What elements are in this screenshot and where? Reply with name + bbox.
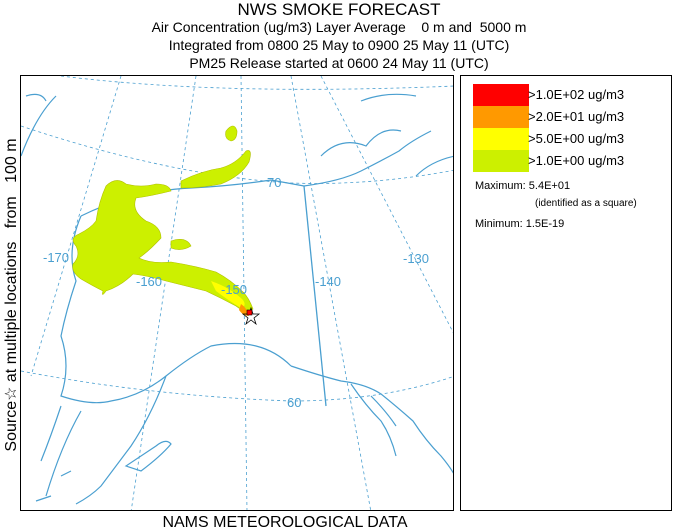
legend-item: >2.0E+01 ug/m3 [473, 106, 663, 128]
source-markers [241, 306, 261, 326]
source-side-label: Source☆ at multiple locations from 100 m [3, 138, 20, 452]
label-lon-160: -160 [136, 274, 162, 289]
footer-meteorological-data: NAMS METEOROLOGICAL DATA [162, 514, 408, 531]
meridian-160 [130, 76, 197, 510]
subtitle-integration: Integrated from 0800 25 May to 0900 25 M… [168, 37, 510, 53]
page-title: NWS SMOKE FORECAST [237, 0, 441, 19]
coastline [21, 93, 453, 505]
southeast-panhandle [350, 383, 397, 457]
legend-label: >1.0E+00 ug/m3 [528, 153, 625, 168]
legend-item: >1.0E+02 ug/m3 [473, 84, 663, 106]
source-star-icon [241, 306, 261, 326]
smoke-plume [72, 125, 254, 316]
maximum-square-icon [246, 309, 253, 316]
subtitle-release: PM25 Release started at 0600 24 May 11 (… [189, 55, 489, 71]
map-panel[interactable]: -170 -160 -150 -140 -130 70 60 [20, 75, 454, 511]
maximum-note: (identified as a square) [535, 198, 637, 209]
west-coast [60, 215, 292, 404]
legend-swatch-lime [473, 150, 529, 172]
subtitle-concentration: Air Concentration (ug/m3) Layer Average … [151, 19, 527, 35]
plume-northeast-arm [180, 150, 251, 189]
south-coast [290, 365, 453, 474]
siberia [21, 93, 57, 157]
aleutians [35, 405, 82, 502]
label-lat-60: 60 [287, 395, 301, 410]
parallel-80 [60, 76, 453, 90]
map-canvas[interactable]: -170 -160 -150 -140 -130 70 60 [21, 76, 454, 511]
label-lon-150: -150 [221, 282, 247, 297]
legend-item: >5.0E+00 ug/m3 [473, 128, 663, 150]
minimum-value: Minimum: 1.5E-19 [475, 218, 565, 230]
legend-swatch-red [473, 84, 529, 106]
legend-swatch-orange [473, 106, 529, 128]
meridian-140 [290, 76, 372, 510]
legend-panel: >1.0E+02 ug/m3 >2.0E+01 ug/m3 >5.0E+00 u… [460, 75, 672, 511]
plume-isolated-north [225, 125, 238, 142]
plume-core-orange [239, 304, 249, 316]
legend-label: >2.0E+01 ug/m3 [528, 109, 625, 124]
plume-blob-mid [170, 239, 192, 250]
kodiak [124, 440, 172, 472]
maximum-value: Maximum: 5.4E+01 [475, 180, 571, 192]
alaska-peninsula [75, 375, 167, 505]
meridian-170 [30, 76, 122, 377]
legend-swatch-yellow [473, 128, 529, 150]
parallel-60 [21, 370, 453, 402]
canada-islands [320, 93, 453, 177]
plume-core-yellow [211, 281, 245, 308]
label-lon-170: -170 [43, 250, 69, 265]
label-lon-130: -130 [403, 251, 429, 266]
legend-item: >1.0E+00 ug/m3 [473, 150, 663, 172]
label-lon-140: -140 [315, 274, 341, 289]
border-line [303, 185, 327, 407]
label-lat-70: 70 [267, 175, 281, 190]
legend-label: >1.0E+02 ug/m3 [528, 87, 625, 102]
meridian-130 [320, 76, 453, 333]
legend-label: >5.0E+00 ug/m3 [528, 131, 625, 146]
